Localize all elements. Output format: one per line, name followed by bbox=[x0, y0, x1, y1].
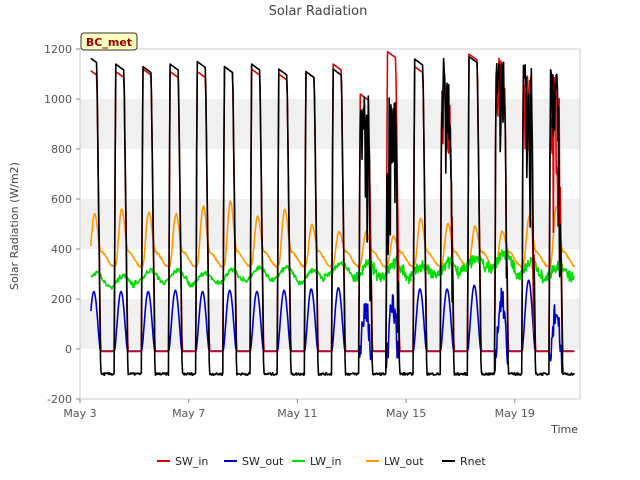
y-tick-label: 400 bbox=[51, 243, 72, 256]
y-tick-label: 0 bbox=[65, 343, 72, 356]
grid-band bbox=[80, 199, 580, 249]
plot-frame bbox=[79, 48, 581, 400]
series-lines bbox=[90, 50, 576, 376]
y-tick-label: 600 bbox=[51, 193, 72, 206]
station-badge-label: BC_met bbox=[86, 36, 132, 49]
y-tick-label: 800 bbox=[51, 143, 72, 156]
x-tick-label: May 11 bbox=[277, 407, 317, 420]
y-tick-label: 200 bbox=[51, 293, 72, 306]
legend-label-rnet: Rnet bbox=[460, 455, 486, 468]
x-tick-label: May 3 bbox=[63, 407, 96, 420]
x-axis-title: Time bbox=[550, 423, 578, 436]
y-tick-label: 1200 bbox=[44, 43, 72, 56]
chart-legend: SW_in SW_out LW_in LW_out Rnet bbox=[157, 455, 486, 468]
series-line-rnet bbox=[90, 55, 575, 376]
y-axis-title: Solar Radiation (W/m2) bbox=[8, 162, 21, 290]
y-tick-label: -200 bbox=[47, 393, 72, 406]
legend-label-lw-in: LW_in bbox=[310, 455, 342, 468]
legend-label-sw-in: SW_in bbox=[175, 455, 208, 468]
station-badge: BC_met bbox=[80, 32, 138, 51]
chart-title: Solar Radiation bbox=[269, 4, 368, 19]
station-badge-box bbox=[80, 32, 138, 51]
x-tick-label: May 19 bbox=[495, 407, 535, 420]
x-tick-label: May 7 bbox=[172, 407, 205, 420]
y-axis-ticks: -200 0 200 400 600 800 1000 1200 bbox=[44, 43, 80, 406]
y-tick-label: 1000 bbox=[44, 93, 72, 106]
legend-label-sw-out: SW_out bbox=[242, 455, 284, 468]
x-axis-ticks: May 3 May 7 May 11 May 15 May 19 bbox=[63, 399, 535, 420]
x-tick-label: May 15 bbox=[386, 407, 426, 420]
legend-label-lw-out: LW_out bbox=[384, 455, 424, 468]
